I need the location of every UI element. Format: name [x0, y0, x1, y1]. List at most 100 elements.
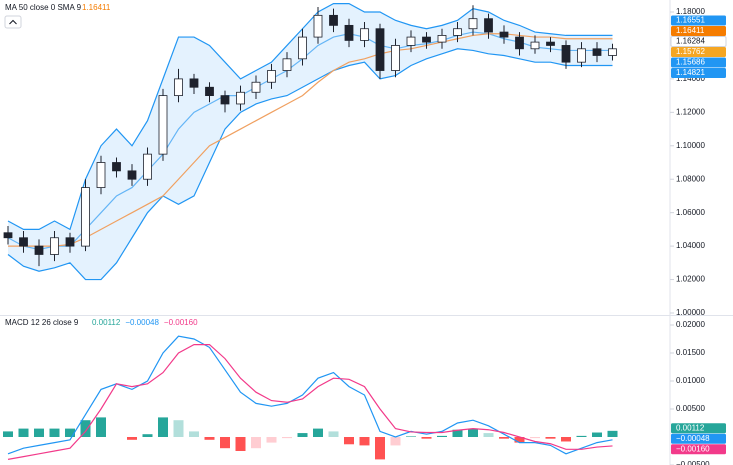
- ma-line: [8, 33, 613, 247]
- histogram-bar: [3, 431, 13, 437]
- candle-body: [329, 14, 338, 26]
- collapse-icon: [9, 19, 17, 25]
- candle-body: [220, 95, 230, 105]
- candle-body: [468, 18, 478, 30]
- price-tag: [671, 433, 726, 444]
- price-tag-label: −0.00048: [676, 434, 710, 443]
- histogram-bar: [514, 437, 525, 443]
- price-tag-label: 1.15686: [676, 58, 705, 67]
- histogram-bar: [18, 428, 29, 437]
- candle-body: [344, 24, 354, 41]
- candle-body: [499, 31, 509, 38]
- candle-body: [65, 237, 75, 247]
- candle-body: [112, 162, 121, 172]
- candle-body: [3, 232, 13, 239]
- candle-body: [127, 170, 137, 180]
- indicator-value: −0.00048: [125, 318, 159, 327]
- ma-line: [7, 31, 613, 251]
- histogram-bar: [189, 431, 199, 437]
- histogram-bar: [545, 437, 556, 439]
- candle-body: [577, 48, 586, 63]
- histogram-bar: [328, 431, 339, 437]
- candle-body: [406, 36, 416, 46]
- histogram-bar: [235, 437, 246, 451]
- price-tag: [671, 423, 726, 434]
- price-tag-label: 1.15762: [676, 47, 705, 56]
- histogram-bar: [266, 437, 277, 443]
- histogram-bar: [390, 437, 401, 446]
- histogram-bar: [468, 428, 478, 437]
- price-tag-label: 1.16411: [676, 26, 705, 35]
- histogram-bar: [452, 429, 463, 437]
- macd-line: [7, 344, 613, 460]
- histogram-bar: [65, 428, 75, 437]
- price-tag-label: 1.14821: [676, 68, 705, 77]
- histogram-bar: [607, 430, 618, 437]
- y-tick-label: 1.18000: [676, 7, 705, 16]
- price-tag: [671, 57, 726, 68]
- y-tick-label: 0.01000: [676, 376, 705, 385]
- y-tick-label: 1.00000: [676, 308, 705, 317]
- y-tick-label: 1.12000: [676, 107, 705, 116]
- indicator-value: 0.00112: [92, 318, 121, 327]
- histogram-bar: [220, 437, 230, 449]
- candle-body: [19, 237, 28, 247]
- histogram-bar: [499, 437, 509, 439]
- candle-body: [158, 95, 168, 155]
- candle-body: [360, 28, 369, 41]
- y-tick-label: 1.14000: [676, 74, 705, 83]
- price-tag-label: 0.00112: [676, 423, 705, 432]
- histogram-bar: [297, 433, 308, 437]
- candle-body: [592, 48, 602, 56]
- candle-body: [608, 48, 617, 56]
- candle-body: [530, 41, 540, 50]
- y-tick-label: 0.01500: [676, 348, 705, 357]
- histogram-bar: [204, 437, 215, 440]
- candle-body: [546, 41, 555, 46]
- candle-body: [81, 187, 90, 247]
- histogram-bar: [483, 433, 494, 437]
- candle-body: [453, 28, 462, 36]
- y-tick-label: 0.00500: [676, 404, 705, 413]
- histogram-bar: [561, 437, 571, 442]
- price-tag: [671, 68, 726, 79]
- candle-body: [282, 58, 292, 71]
- histogram-bar: [406, 436, 416, 437]
- y-tick-label: 1.02000: [676, 275, 705, 284]
- plot: 1.18000 1.14000 1.12000 1.10000 1.08000 1.060…: [3, 3, 710, 465]
- candle-body: [298, 36, 307, 60]
- indicator-value: 1.16411: [82, 3, 111, 12]
- histogram-bar: [34, 428, 44, 437]
- y-tick-label: 1.06000: [676, 208, 705, 217]
- histogram-bar: [375, 437, 385, 460]
- histogram-bar: [313, 428, 323, 437]
- histogram-bar: [96, 417, 106, 437]
- price-tag: [671, 15, 726, 26]
- price-tag: [671, 26, 726, 37]
- histogram-bar: [251, 437, 261, 449]
- histogram-bar: [592, 432, 602, 437]
- candle-body: [143, 153, 152, 180]
- histogram-bar: [80, 420, 91, 437]
- candle-body: [267, 70, 276, 83]
- histogram-bar: [127, 437, 137, 440]
- indicator-title: MACD 12 26 close 9: [5, 318, 79, 327]
- macd-line: [7, 335, 613, 455]
- indicator-value: −0.00160: [164, 318, 198, 327]
- y-tick-label: 1.08000: [676, 174, 705, 183]
- candle-body: [251, 81, 261, 93]
- candle-body: [561, 45, 571, 63]
- band-fill: [8, 3, 613, 280]
- histogram-bar: [421, 437, 432, 439]
- histogram-bar: [437, 435, 447, 437]
- candle-body: [484, 18, 493, 33]
- histogram-bar: [142, 434, 153, 437]
- candle-body: [375, 28, 385, 71]
- y-tick-label: −0.00500: [676, 460, 710, 465]
- histogram-bar: [173, 420, 184, 437]
- candle-body: [189, 78, 199, 88]
- collapse-button[interactable]: [4, 15, 22, 29]
- histogram-bar: [49, 428, 60, 437]
- price-tag: [670, 36, 727, 48]
- candle-body: [34, 245, 44, 255]
